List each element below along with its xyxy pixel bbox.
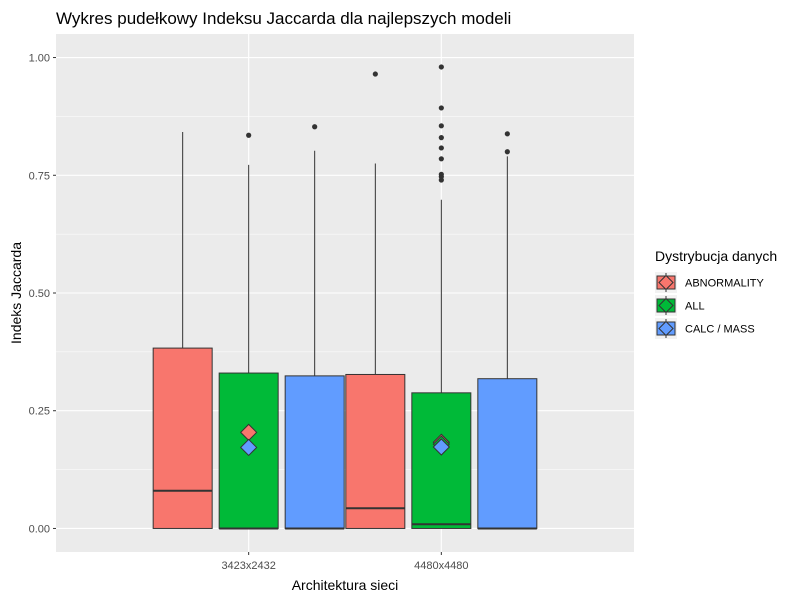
outlier-point [438,123,444,129]
y-tick-label: 0.00 [29,523,50,535]
mean-markers [239,423,451,457]
x-tick-label: 4480x4480 [414,560,468,572]
y-axis-title: Indeks Jaccarda [8,242,24,344]
legend-key-diamond [658,297,674,314]
box [411,392,472,529]
legend-key-diamond [658,320,674,337]
x-axis-title: Architektura sieci [292,577,399,593]
box [284,375,345,529]
outlier-point [438,135,444,141]
box [477,378,538,529]
y-tick-label: 0.25 [29,406,50,418]
outlier-point [372,71,378,77]
legend-item: ABNORMALITY [655,272,765,293]
outlier-point [312,124,318,130]
legend-label: ABNORMALITY [685,278,765,290]
legend-key-diamond [658,274,674,291]
outlier-point [246,132,252,138]
outlier-point [438,105,444,111]
legend-keys: ABNORMALITY ALL CALC / MASS [655,272,765,339]
outlier-point [438,145,444,151]
legend-label: ALL [685,301,705,313]
whiskers [182,131,508,393]
y-axis: 0.00 0.25 0.50 0.75 1.00 [29,53,56,535]
y-tick-label: 0.75 [29,170,50,182]
mean-marker [432,438,451,456]
mean-marker [239,438,258,457]
x-tick-label: 3423x2432 [221,560,275,572]
outlier-point [438,156,444,162]
outliers [246,64,510,183]
legend-label: CALC / MASS [685,324,755,336]
legend-item: CALC / MASS [655,318,755,339]
x-axis: 3423x2432 4480x4480 [221,552,469,572]
y-tick-label: 0.50 [29,288,50,300]
chart-title: Wykres pudełkowy Indeksu Jaccarda dla na… [56,9,511,28]
box [345,373,406,529]
outlier-point [438,64,444,70]
legend-item: ALL [655,295,705,316]
outlier-point [504,149,510,155]
boxes [152,347,538,530]
y-tick-label: 1.00 [29,53,50,65]
outlier-point [504,131,510,137]
box [152,347,213,529]
legend-title: Dystrybucja danych [655,248,777,264]
legend: Dystrybucja danych ABNORMALITY ALL CALC / … [655,248,777,339]
grid-minor [56,116,634,470]
outlier-point [438,171,444,177]
